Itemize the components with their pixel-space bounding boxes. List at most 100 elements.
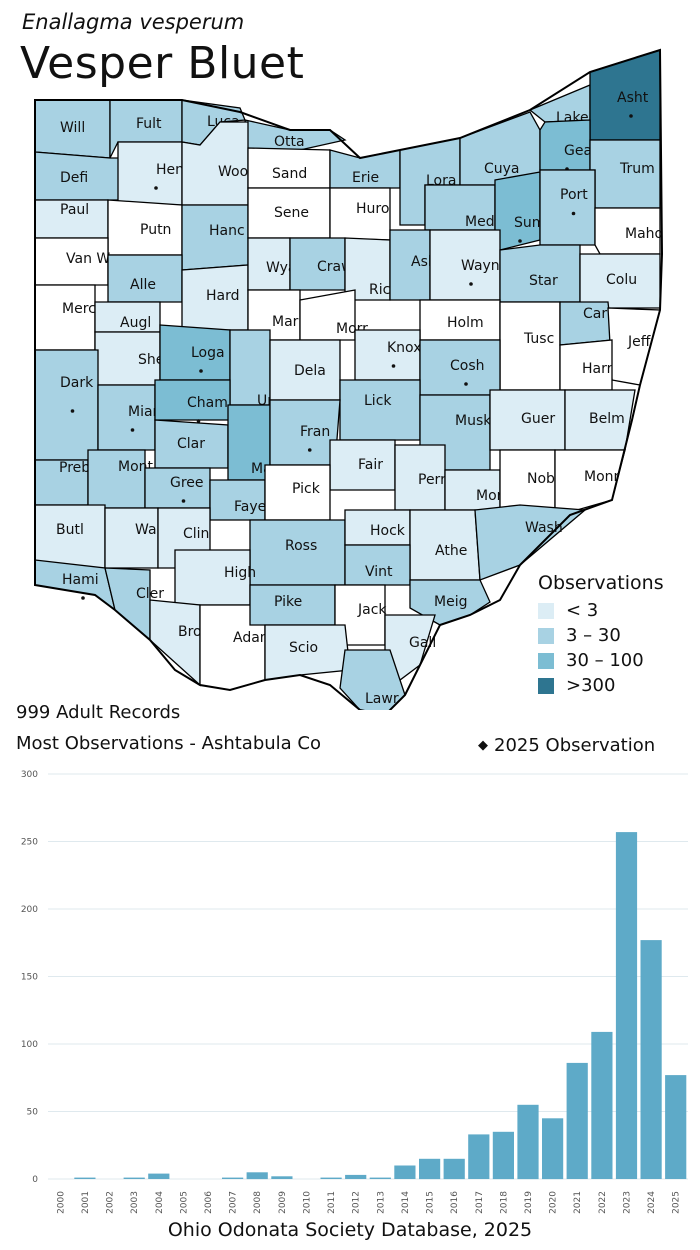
bar-2003 — [123, 1177, 145, 1179]
legend-swatch — [538, 627, 554, 644]
county-label-butl: Butl — [56, 522, 84, 538]
bar-2021 — [566, 1062, 588, 1179]
chart-x-ticks: 2000 2001 2002 2003 2004 2005 2006 2007 2008 2009… — [56, 1191, 681, 1214]
county-label-lawr: Lawr — [365, 691, 399, 707]
observation-dot-summ — [518, 239, 522, 243]
county-label-hanc: Hanc — [209, 223, 245, 239]
x-tick-label: 2020 — [549, 1191, 559, 1214]
legend-item-30-100: 30 – 100 — [538, 648, 664, 673]
county-label-athe: Athe — [435, 543, 467, 559]
x-tick-label: 2000 — [56, 1191, 66, 1214]
county-label-harr: Harr — [582, 361, 613, 377]
county-label-pick: Pick — [292, 481, 321, 497]
bar-2012 — [345, 1174, 367, 1179]
bar-2014 — [394, 1165, 416, 1179]
county-label-otta: Otta — [274, 134, 305, 150]
county-label-clin: Clin — [183, 526, 209, 542]
observation-dot-asht — [629, 114, 633, 118]
county-label-guer: Guer — [521, 411, 555, 427]
x-tick-label: 2009 — [278, 1191, 288, 1214]
county-label-ross: Ross — [285, 538, 317, 554]
x-tick-label: 2014 — [401, 1191, 411, 1214]
x-tick-label: 2003 — [130, 1191, 140, 1214]
county-label-hami: Hami — [62, 572, 99, 588]
county-label-dela: Dela — [294, 363, 326, 379]
county-label-knox: Knox — [387, 340, 421, 356]
x-tick-label: 2002 — [106, 1191, 116, 1214]
bar-2020 — [542, 1118, 564, 1180]
y-tick-label: 300 — [21, 770, 38, 780]
x-tick-label: 2021 — [573, 1191, 583, 1214]
legend-swatch — [538, 677, 554, 694]
observation-dot-knox — [391, 364, 396, 368]
county-label-fair: Fair — [358, 457, 383, 473]
observations-legend: Observations < 3 3 – 30 30 – 100 >300 — [538, 572, 664, 698]
county-label-meig: Meig — [434, 594, 467, 610]
observation-dot-cosh — [464, 382, 468, 386]
bar-2022 — [591, 1031, 613, 1179]
county-label-hard: Hard — [206, 288, 240, 304]
county-label-augl: Augl — [120, 315, 151, 331]
county-label-holm: Holm — [447, 315, 484, 331]
records-count: 999 Adult Records — [16, 702, 181, 723]
county-label-colu: Colu — [606, 272, 637, 288]
bar-2015 — [419, 1158, 441, 1180]
county-label-scio: Scio — [289, 640, 318, 656]
bar-2004 — [148, 1173, 170, 1179]
legend-item-gt300: >300 — [538, 673, 664, 698]
state-outline — [34, 48, 664, 710]
county-label-van-w: Van W — [66, 251, 110, 267]
legend-swatch — [538, 652, 554, 669]
source-credit: Ohio Odonata Society Database, 2025 — [167, 1219, 533, 1241]
county-label-huro: Huro — [356, 201, 389, 217]
observation-dot-hami — [81, 596, 85, 600]
county-label-jack: Jack — [357, 602, 387, 618]
county-label-perr: Perr — [418, 472, 446, 488]
county-dark — [34, 349, 99, 461]
scientific-name: Enallagma vesperum — [22, 10, 245, 34]
x-tick-label: 2025 — [672, 1191, 682, 1214]
legend-title: Observations — [538, 572, 664, 594]
x-tick-label: 2023 — [622, 1191, 632, 1214]
county-label-high: High — [224, 565, 256, 581]
y-tick-label: 150 — [21, 973, 38, 983]
y-tick-label: 0 — [32, 1175, 38, 1185]
county-monr — [554, 449, 626, 513]
observation-dot-port — [571, 211, 576, 216]
county-label-vint: Vint — [365, 564, 393, 580]
chart-bars — [74, 832, 687, 1180]
observation-dot-loga — [199, 369, 203, 373]
county-label-paul: Paul — [60, 202, 89, 218]
bar-2017 — [468, 1134, 490, 1179]
legend-label: >300 — [566, 675, 616, 696]
county-label-medi: Medi — [465, 214, 498, 230]
x-tick-label: 2019 — [524, 1191, 534, 1214]
x-tick-label: 2018 — [499, 1191, 509, 1214]
bar-2011 — [320, 1177, 342, 1179]
observation-dot-gree — [181, 499, 186, 503]
bar-2024 — [640, 940, 662, 1179]
county-merc — [34, 284, 96, 351]
bar-2016 — [443, 1158, 465, 1180]
county-label-erie: Erie — [352, 170, 379, 186]
bar-2019 — [517, 1104, 539, 1180]
most-observations: Most Observations - Ashtabula Co — [16, 733, 321, 754]
county-label-cosh: Cosh — [450, 358, 485, 374]
x-tick-label: 2017 — [475, 1191, 485, 1214]
x-tick-label: 2012 — [352, 1191, 362, 1214]
x-tick-label: 2015 — [426, 1191, 436, 1214]
county-label-hock: Hock — [370, 523, 406, 539]
county-label-star: Star — [529, 273, 558, 289]
legend-item-lt3: < 3 — [538, 598, 664, 623]
observation-dot-fran — [307, 448, 312, 452]
x-tick-label: 2001 — [81, 1191, 91, 1214]
observation-dot-cham — [196, 419, 201, 423]
county-label-sene: Sene — [274, 205, 309, 221]
y-tick-label: 100 — [21, 1040, 38, 1050]
common-name-title: Vesper Bluet — [20, 38, 305, 89]
county-label-carr: Carr — [583, 306, 613, 322]
x-tick-label: 2006 — [204, 1191, 214, 1214]
x-tick-label: 2004 — [155, 1191, 165, 1214]
county-label-defi: Defi — [60, 170, 88, 186]
bar-2007 — [222, 1177, 244, 1179]
